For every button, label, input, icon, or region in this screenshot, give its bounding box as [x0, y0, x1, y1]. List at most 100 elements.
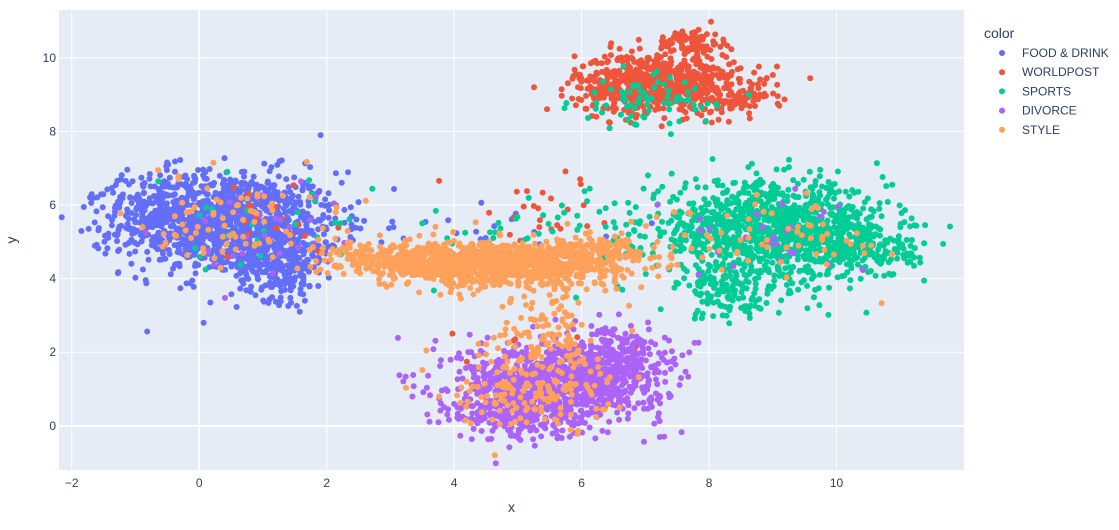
data-point [220, 181, 226, 187]
data-point [191, 175, 197, 181]
data-point [695, 308, 701, 314]
data-point [695, 184, 701, 190]
data-point [647, 351, 653, 357]
data-point [611, 109, 617, 115]
data-point [123, 178, 129, 184]
data-point [599, 110, 605, 116]
data-point [636, 37, 642, 43]
data-point [697, 292, 703, 298]
data-point [618, 78, 624, 84]
data-point [720, 37, 726, 43]
data-point [473, 229, 479, 235]
data-point [326, 215, 332, 221]
data-point [285, 215, 291, 221]
data-point [679, 28, 685, 34]
data-point [682, 185, 688, 191]
data-point [347, 216, 353, 222]
data-point [778, 297, 784, 303]
data-point [709, 81, 715, 87]
data-point [629, 55, 635, 61]
data-point [726, 92, 732, 98]
data-point [654, 69, 660, 75]
data-point [150, 234, 156, 240]
data-point [462, 230, 468, 236]
data-point [831, 196, 837, 202]
data-point [300, 209, 306, 215]
data-point [858, 276, 864, 282]
data-point [625, 410, 631, 416]
data-point [817, 173, 823, 179]
data-point [326, 190, 332, 196]
data-point [692, 107, 698, 113]
data-point [168, 271, 174, 277]
data-point [803, 208, 809, 214]
data-point [684, 115, 690, 121]
data-point [243, 287, 249, 293]
data-point [868, 232, 874, 238]
data-point [851, 256, 857, 262]
data-point [738, 65, 744, 71]
data-point [837, 218, 843, 224]
data-point [839, 212, 845, 218]
data-point [203, 233, 209, 239]
data-point [703, 202, 709, 208]
data-point [722, 275, 728, 281]
data-point [796, 194, 802, 200]
data-point [141, 190, 147, 196]
data-point [467, 332, 473, 338]
data-point [291, 174, 297, 180]
data-point [643, 271, 649, 277]
data-point [659, 184, 665, 190]
data-point [811, 294, 817, 300]
data-point [457, 369, 463, 375]
data-point [770, 91, 776, 97]
data-point [764, 291, 770, 297]
data-point [250, 260, 256, 266]
data-point [389, 219, 395, 225]
data-point [840, 223, 846, 229]
data-point [525, 235, 531, 241]
data-point [233, 178, 239, 184]
data-point [203, 198, 209, 204]
data-point [712, 31, 718, 37]
data-point [728, 252, 734, 258]
data-point [817, 272, 823, 278]
data-point [538, 433, 544, 439]
data-point [593, 100, 599, 106]
data-point [599, 60, 605, 66]
data-point [105, 235, 111, 241]
data-point [142, 217, 148, 223]
data-point [198, 202, 204, 208]
data-point [128, 261, 134, 267]
data-point [721, 239, 727, 245]
data-point [715, 299, 721, 305]
data-point [287, 278, 293, 284]
data-point [771, 283, 777, 289]
data-point [762, 91, 768, 97]
data-point [532, 443, 538, 449]
data-point [356, 199, 362, 205]
data-point [633, 66, 639, 72]
data-point [471, 371, 477, 377]
data-point [92, 219, 98, 225]
data-point [921, 240, 927, 246]
data-point [606, 419, 612, 425]
data-point [608, 52, 614, 58]
data-point [714, 203, 720, 209]
data-point [654, 52, 660, 58]
data-point [753, 286, 759, 292]
data-point [183, 181, 189, 187]
data-point [877, 200, 883, 206]
data-point [751, 237, 757, 243]
data-point [713, 101, 719, 107]
data-point [274, 162, 280, 168]
data-point [911, 254, 917, 260]
data-point [559, 86, 565, 92]
data-point [282, 272, 288, 278]
data-point [544, 106, 550, 112]
data-point [776, 273, 782, 279]
data-point [764, 194, 770, 200]
data-point [678, 375, 684, 381]
data-point [886, 259, 892, 265]
data-point [607, 125, 613, 131]
